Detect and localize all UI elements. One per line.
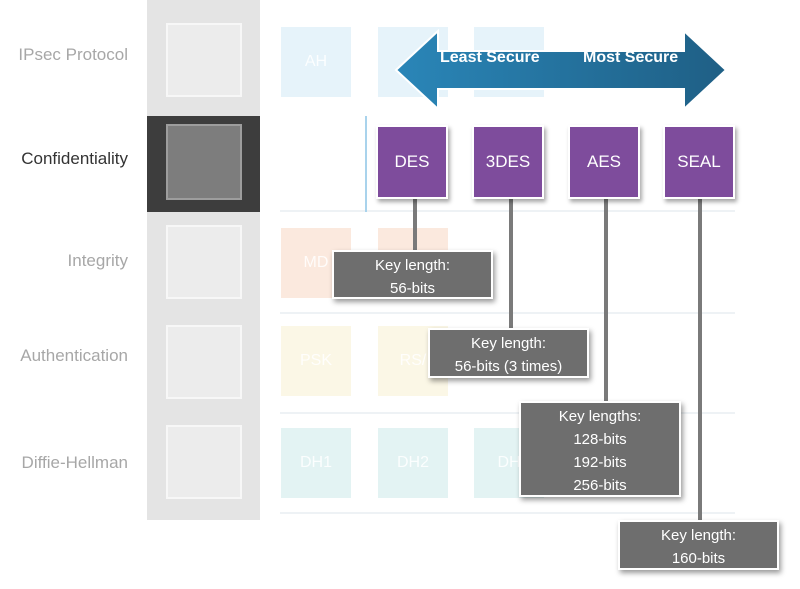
des-button[interactable]: DES <box>376 125 448 199</box>
grid-line <box>280 312 735 314</box>
aes-key-value-128: 128-bits <box>573 431 627 448</box>
3des-button[interactable]: 3DES <box>472 125 544 199</box>
row-label-confidentiality: Confidentiality <box>21 149 128 168</box>
grid-line <box>280 210 735 212</box>
seal-connector <box>698 199 702 522</box>
aes-connector <box>604 199 608 403</box>
security-scale-arrow <box>394 29 728 112</box>
row-label-ipsec-protocol: IPsec Protocol <box>18 45 128 64</box>
des-key-value: 56-bits <box>389 280 436 297</box>
3des-key-info: Key length: 56-bits (3 times) <box>428 328 589 378</box>
grid-line <box>280 412 735 414</box>
aes-key-value-192: 192-bits <box>573 454 627 471</box>
seal-key-value: 160-bits <box>671 550 726 567</box>
ipsec-protocol-selector[interactable] <box>166 23 242 97</box>
blue-divider <box>365 116 367 212</box>
seal-button[interactable]: SEAL <box>663 125 735 199</box>
integrity-selector[interactable] <box>166 225 242 299</box>
3des-key-value: 56-bits (3 times) <box>454 358 563 375</box>
seal-key-title: Key length: <box>660 527 737 544</box>
faded-cell-rsa: RS/ <box>378 326 448 396</box>
3des-connector <box>509 199 513 329</box>
aes-key-info: Key lengths: 128-bits 192-bits 256-bits <box>519 401 681 497</box>
grid-line <box>280 512 735 514</box>
aes-button[interactable]: AES <box>568 125 640 199</box>
seal-key-info: Key length: 160-bits <box>618 520 779 570</box>
des-key-info: Key length: 56-bits <box>332 250 493 299</box>
aes-key-value-256: 256-bits <box>573 477 627 494</box>
faded-cell-psk: PSK <box>281 326 351 396</box>
row-label-authentication: Authentication <box>20 346 128 365</box>
least-secure-label: Least Secure <box>440 49 540 66</box>
aes-key-title: Key lengths: <box>558 408 642 425</box>
3des-key-title: Key length: <box>470 335 547 352</box>
diffie-hellman-selector[interactable] <box>166 425 242 499</box>
faded-cell-dh2: DH2 <box>378 428 448 498</box>
most-secure-label: Most Secure <box>583 49 679 66</box>
faded-cell-dh1: DH1 <box>281 428 351 498</box>
faded-cell-ah: AH <box>281 27 351 97</box>
des-key-title: Key length: <box>374 257 451 274</box>
confidentiality-selector[interactable] <box>166 124 242 200</box>
des-connector <box>413 199 417 252</box>
row-label-diffie-hellman: Diffie-Hellman <box>21 453 128 472</box>
authentication-selector[interactable] <box>166 325 242 399</box>
row-label-integrity: Integrity <box>67 251 128 270</box>
